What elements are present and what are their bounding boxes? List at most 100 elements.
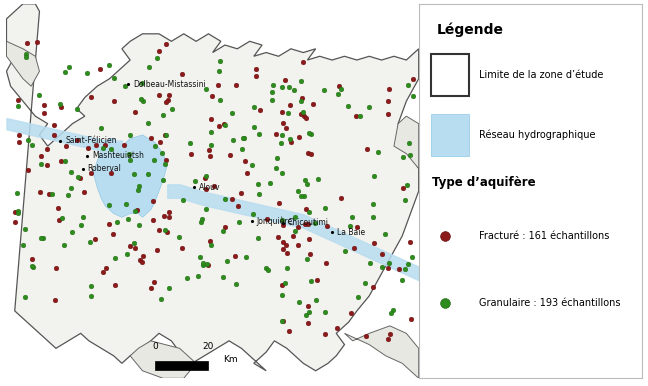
Point bbox=[236, 190, 246, 196]
Point bbox=[248, 211, 259, 217]
Point bbox=[12, 190, 22, 196]
Point bbox=[22, 40, 32, 46]
Point bbox=[157, 150, 167, 156]
Point bbox=[164, 91, 174, 98]
Point bbox=[72, 137, 82, 143]
Point bbox=[237, 134, 248, 141]
Point bbox=[250, 73, 260, 79]
Point bbox=[272, 155, 283, 161]
Point bbox=[130, 245, 140, 251]
Point bbox=[351, 113, 361, 119]
Point bbox=[299, 177, 310, 183]
Point bbox=[231, 281, 242, 287]
Point bbox=[124, 132, 135, 138]
Point bbox=[181, 275, 192, 281]
Point bbox=[240, 158, 250, 164]
Point bbox=[299, 193, 309, 199]
Point bbox=[385, 331, 395, 337]
Point bbox=[156, 296, 166, 302]
Point bbox=[219, 121, 229, 127]
Point bbox=[277, 108, 287, 115]
Point bbox=[282, 264, 292, 271]
Point bbox=[230, 253, 240, 259]
Point bbox=[39, 110, 49, 116]
Point bbox=[205, 153, 215, 159]
Point bbox=[333, 91, 343, 98]
Point bbox=[301, 312, 312, 318]
Point bbox=[227, 110, 237, 117]
Point bbox=[27, 256, 38, 262]
Point bbox=[86, 283, 97, 290]
Point bbox=[148, 198, 158, 204]
Polygon shape bbox=[6, 4, 419, 371]
Point bbox=[287, 232, 297, 239]
Point bbox=[195, 254, 205, 261]
Point bbox=[367, 284, 378, 290]
Point bbox=[106, 170, 116, 176]
Point bbox=[161, 156, 171, 163]
Point bbox=[124, 157, 135, 163]
Point bbox=[135, 257, 146, 263]
Point bbox=[111, 219, 122, 225]
Point bbox=[304, 236, 314, 242]
Point bbox=[394, 266, 404, 272]
Point bbox=[19, 226, 30, 232]
Point bbox=[296, 98, 307, 104]
Point bbox=[347, 214, 357, 220]
Point bbox=[278, 120, 288, 126]
Point bbox=[119, 83, 130, 89]
Point bbox=[404, 140, 414, 146]
Point bbox=[275, 140, 286, 146]
Point bbox=[364, 104, 374, 110]
Point bbox=[54, 217, 65, 223]
Point bbox=[51, 264, 62, 271]
Point bbox=[213, 82, 223, 88]
Point bbox=[440, 300, 450, 306]
Point bbox=[86, 293, 96, 299]
Text: Jonquière: Jonquière bbox=[257, 216, 293, 226]
Point bbox=[137, 80, 147, 86]
Point bbox=[119, 142, 130, 148]
Point bbox=[13, 210, 23, 216]
Point bbox=[271, 166, 281, 172]
Point bbox=[311, 296, 321, 303]
Point bbox=[308, 101, 318, 107]
Point bbox=[304, 130, 314, 136]
Text: Fracturé : 161 échantillons: Fracturé : 161 échantillons bbox=[479, 231, 609, 241]
Point bbox=[296, 111, 307, 117]
Point bbox=[278, 239, 288, 245]
Polygon shape bbox=[93, 135, 167, 217]
Point bbox=[293, 242, 303, 248]
Point bbox=[62, 191, 73, 198]
Point bbox=[253, 181, 263, 187]
Point bbox=[186, 151, 196, 157]
Point bbox=[49, 132, 59, 138]
Point bbox=[319, 309, 330, 315]
Text: Alouv: Alouv bbox=[199, 183, 220, 192]
Point bbox=[23, 167, 34, 173]
Point bbox=[240, 254, 251, 260]
Point bbox=[66, 185, 76, 191]
Point bbox=[49, 122, 60, 129]
Point bbox=[146, 134, 156, 141]
Point bbox=[65, 169, 76, 175]
Text: 0: 0 bbox=[152, 342, 157, 351]
Point bbox=[345, 310, 356, 317]
Point bbox=[253, 235, 263, 241]
Point bbox=[237, 146, 247, 152]
Point bbox=[78, 214, 88, 220]
Point bbox=[203, 262, 213, 268]
Point bbox=[376, 251, 387, 257]
Point bbox=[281, 125, 291, 131]
Point bbox=[44, 191, 54, 197]
Point bbox=[404, 239, 415, 245]
Point bbox=[149, 279, 159, 286]
Point bbox=[294, 134, 304, 141]
Point bbox=[163, 97, 174, 103]
Point bbox=[277, 169, 287, 176]
Point bbox=[369, 173, 380, 179]
Point bbox=[310, 220, 320, 226]
Point bbox=[67, 229, 77, 235]
Point bbox=[313, 176, 323, 182]
Point bbox=[190, 178, 200, 184]
